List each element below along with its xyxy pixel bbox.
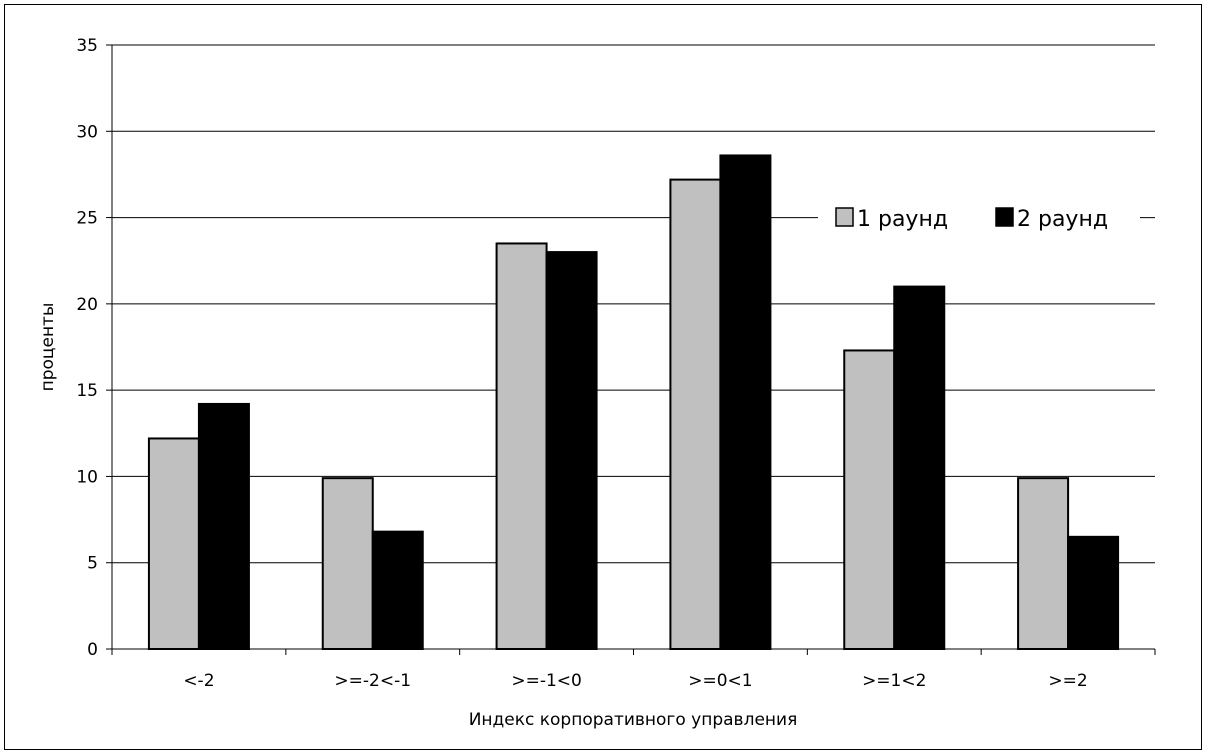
x-axis-title: Индекс корпоративного управления bbox=[469, 710, 798, 730]
x-tick-label: >=0<1 bbox=[688, 671, 752, 691]
x-tick-label: <-2 bbox=[183, 671, 214, 691]
y-tick-label: 10 bbox=[76, 467, 98, 487]
bar-2-1 bbox=[197, 402, 250, 650]
bar-1-6 bbox=[1017, 477, 1070, 651]
y-tick-labels: 0 5 10 15 20 25 30 35 bbox=[76, 36, 112, 660]
y-axis-title: проценты bbox=[38, 303, 58, 392]
bars bbox=[147, 154, 1120, 651]
x-tick-label: >=2 bbox=[1048, 671, 1087, 691]
y-tick-label: 0 bbox=[87, 640, 98, 660]
legend-label: 1 раунд bbox=[857, 207, 948, 232]
x-tick-label: >=1<2 bbox=[862, 671, 926, 691]
bar-2-3 bbox=[545, 251, 598, 650]
bar-1-4 bbox=[669, 178, 722, 650]
legend-box bbox=[818, 198, 1140, 238]
y-tick-label: 35 bbox=[76, 36, 98, 56]
bar-2-5 bbox=[893, 285, 946, 650]
legend: 1 раунд 2 раунд bbox=[818, 198, 1140, 238]
legend-label: 2 раунд bbox=[1017, 207, 1108, 232]
bar-1-1 bbox=[147, 437, 200, 650]
x-tick-label: >=-2<-1 bbox=[334, 671, 411, 691]
legend-swatch bbox=[995, 207, 1014, 227]
y-tick-label: 15 bbox=[76, 381, 98, 401]
x-tick-label: >=-1<0 bbox=[511, 671, 582, 691]
bar-2-6 bbox=[1067, 535, 1120, 650]
gridlines bbox=[112, 44, 1155, 564]
y-tick-label: 25 bbox=[76, 209, 98, 229]
bar-2-4 bbox=[719, 154, 772, 650]
legend-swatch bbox=[835, 207, 854, 227]
y-tick-label: 30 bbox=[76, 122, 98, 142]
x-tick-labels: <-2 >=-2<-1 >=-1<0 >=0<1 >=1<2 >=2 bbox=[111, 649, 1156, 691]
axes bbox=[111, 45, 1155, 650]
bar-1-3 bbox=[495, 242, 548, 650]
bar-1-5 bbox=[843, 349, 896, 650]
y-tick-label: 5 bbox=[87, 554, 98, 574]
y-tick-label: 20 bbox=[76, 295, 98, 315]
bar-2-2 bbox=[371, 530, 424, 650]
bar-1-2 bbox=[321, 477, 374, 651]
